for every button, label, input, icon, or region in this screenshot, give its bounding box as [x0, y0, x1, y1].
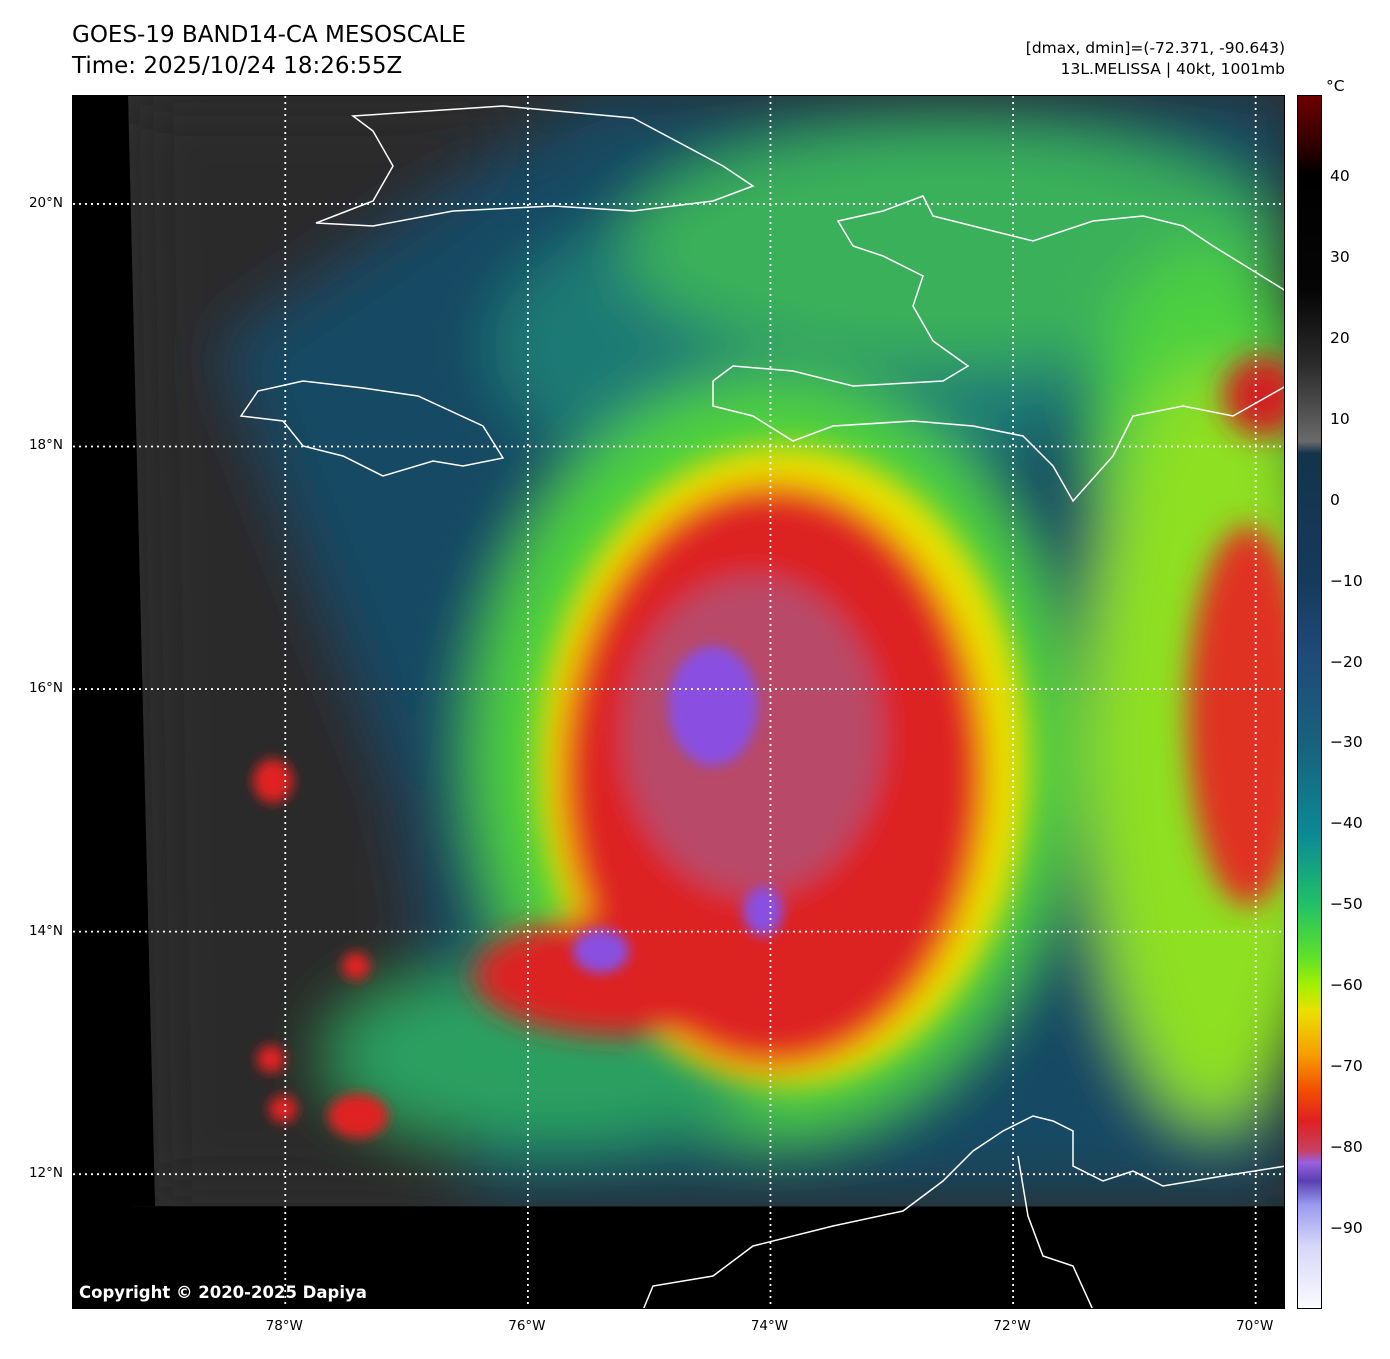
- colorbar-tick: 20: [1330, 328, 1350, 347]
- colorbar-tick: −70: [1330, 1057, 1363, 1076]
- storm-info: 13L.MELISSA | 40kt, 1001mb: [1060, 60, 1285, 78]
- lon-label: 76°W: [508, 1318, 546, 1334]
- lat-label: 16°N: [28, 680, 63, 697]
- colorbar-tick: 0: [1330, 490, 1340, 509]
- copyright-text: Copyright © 2020-2025 Dapiya: [79, 1283, 367, 1302]
- coastlines: [239, 105, 1284, 1308]
- colorbar-tick: −90: [1330, 1219, 1363, 1238]
- colorbar-tick: −40: [1330, 814, 1363, 833]
- map-time: Time: 2025/10/24 18:26:55Z: [72, 53, 403, 79]
- lon-label: 72°W: [993, 1318, 1031, 1334]
- colorbar-tick: −30: [1330, 733, 1363, 752]
- colorbar-tick: −50: [1330, 895, 1363, 914]
- colorbar-tick: −80: [1330, 1138, 1363, 1157]
- colorbar-tick: 10: [1330, 409, 1350, 428]
- colorbar-tick: −60: [1330, 976, 1363, 995]
- colorbar-tick: −20: [1330, 652, 1363, 671]
- graticule: [73, 96, 1284, 1308]
- temperature-range: [dmax, dmin]=(-72.371, -90.643): [1025, 39, 1285, 57]
- lat-label: 14°N: [28, 922, 63, 939]
- colorbar-unit: °C: [1326, 77, 1345, 95]
- satellite-map: Copyright © 2020-2025 Dapiya: [72, 95, 1285, 1309]
- lat-label: 12°N: [28, 1165, 63, 1182]
- lat-label: 20°N: [28, 194, 63, 211]
- colorbar-tick: −10: [1330, 571, 1363, 590]
- colorbar: [1297, 95, 1322, 1309]
- lon-label: 70°W: [1236, 1318, 1274, 1334]
- infrared-imagery: [73, 96, 1284, 1308]
- map-title: GOES-19 BAND14-CA MESOSCALE: [72, 22, 466, 48]
- lon-label: 78°W: [265, 1318, 303, 1334]
- colorbar-tick: 30: [1330, 247, 1350, 266]
- lat-label: 18°N: [28, 437, 63, 454]
- lon-label: 74°W: [750, 1318, 789, 1334]
- colorbar-tick: 40: [1330, 166, 1350, 185]
